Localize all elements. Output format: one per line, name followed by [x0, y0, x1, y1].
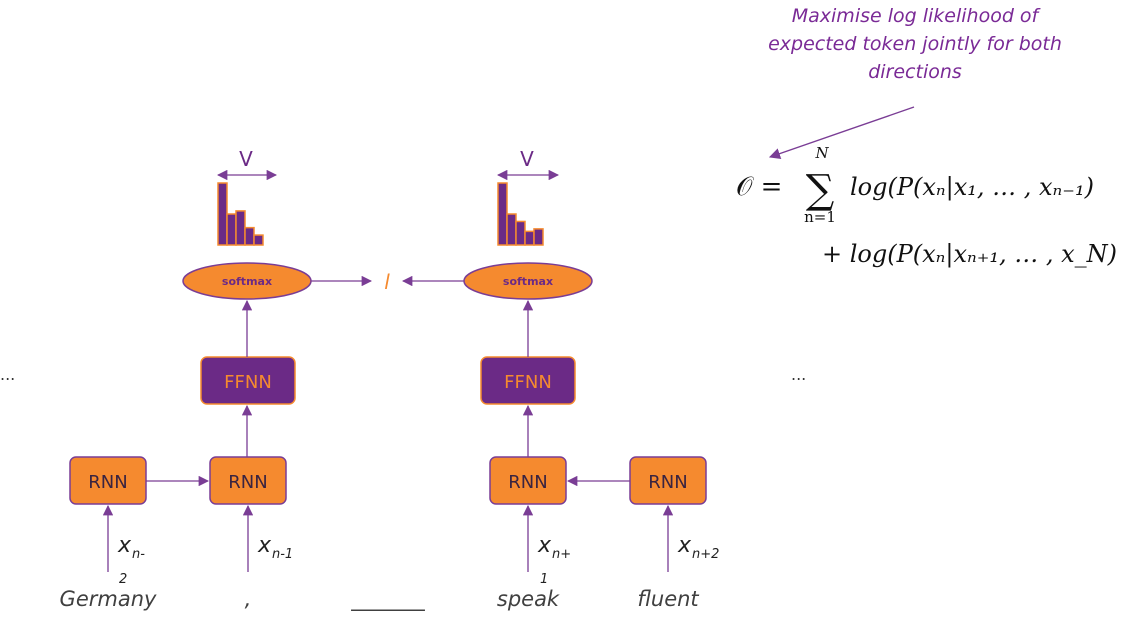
- left-rnn-label-2: RNN: [228, 472, 267, 493]
- left-ffnn-label: FFNN: [224, 372, 272, 393]
- word-comma: ,: [245, 587, 252, 611]
- right-vocab-label: V: [520, 147, 534, 171]
- loss-label: l: [384, 270, 390, 294]
- left-rnn-box-2: [209, 456, 287, 505]
- right-ffnn-label: FFNN: [504, 372, 552, 393]
- input-sub-5: n+2: [692, 547, 719, 562]
- left-distribution-histogram: [217, 182, 264, 246]
- annotation-line-1: Maximise log likelihood of: [792, 5, 1042, 27]
- left-histogram-bar-1: [217, 182, 228, 246]
- formula-lhs: 𝒪 =: [736, 172, 782, 202]
- input-var-1: x: [117, 533, 132, 558]
- left-branch: V softmax FFNN RNN RNN: [69, 147, 373, 572]
- annotation-text: Maximise log likelihood of expected toke…: [768, 5, 1062, 83]
- ellipsis-right: ...: [791, 365, 806, 384]
- right-histogram-bar-5: [533, 228, 544, 246]
- left-histogram-bar-2: [226, 213, 237, 246]
- left-vocab-label: V: [239, 147, 253, 171]
- right-histogram-bar-2: [506, 213, 517, 246]
- annotation-pointer-arrow: [768, 106, 915, 159]
- left-histogram-bar-4: [244, 226, 255, 246]
- right-histogram-bar-4: [524, 230, 535, 246]
- ellipsis-left: ...: [0, 365, 15, 384]
- right-softmax-label: softmax: [503, 275, 553, 288]
- input-var-5: x: [677, 533, 692, 558]
- input-sub-4: n+: [552, 547, 571, 562]
- right-rnn-label-2: RNN: [648, 472, 687, 493]
- objective-formula: 𝒪 = N ∑ n=1 log(P(xₙ|x₁, … , xₙ₋₁) + log…: [736, 144, 1117, 269]
- right-rnn-label-1: RNN: [508, 472, 547, 493]
- left-ffnn-box: [200, 356, 296, 405]
- right-histogram-bar-3: [515, 220, 526, 246]
- input-sub-2: n-1: [272, 547, 293, 562]
- left-softmax-label: softmax: [222, 275, 272, 288]
- input-var-2: x: [257, 533, 272, 558]
- right-distribution-histogram: [497, 182, 544, 246]
- input-sub-1-wrap: 2: [119, 572, 127, 587]
- input-words: Germany , _______ speak fluent: [60, 587, 700, 612]
- input-sub-4-wrap: 1: [540, 572, 548, 587]
- left-histogram-bar-5: [253, 234, 264, 246]
- formula-sum-lower: n=1: [804, 208, 836, 226]
- right-histogram-bar-1: [497, 182, 508, 246]
- input-var-4: x: [537, 533, 552, 558]
- formula-term-2: + log(P(xₙ|xₙ₊₁, … , x_N): [822, 240, 1117, 269]
- annotation-line-2: expected token jointly for both: [768, 33, 1062, 55]
- formula-term-1: log(P(xₙ|x₁, … , xₙ₋₁): [850, 173, 1094, 202]
- word-fluent: fluent: [637, 587, 699, 611]
- left-histogram-bar-3: [235, 210, 246, 246]
- right-branch: V softmax FFNN RNN RNN: [401, 147, 707, 572]
- annotation-line-3: directions: [868, 61, 962, 83]
- word-speak: speak: [497, 587, 560, 611]
- left-rnn-label-1: RNN: [88, 472, 127, 493]
- input-variables: x n- 2 x n-1 x n+ 1 x n+2: [117, 533, 719, 587]
- word-germany: Germany: [60, 587, 157, 611]
- input-sub-1: n-: [132, 547, 145, 562]
- formula-sum-upper: N: [814, 144, 829, 162]
- formula-sum-symbol: ∑: [806, 167, 835, 213]
- word-blank: _______: [350, 587, 425, 612]
